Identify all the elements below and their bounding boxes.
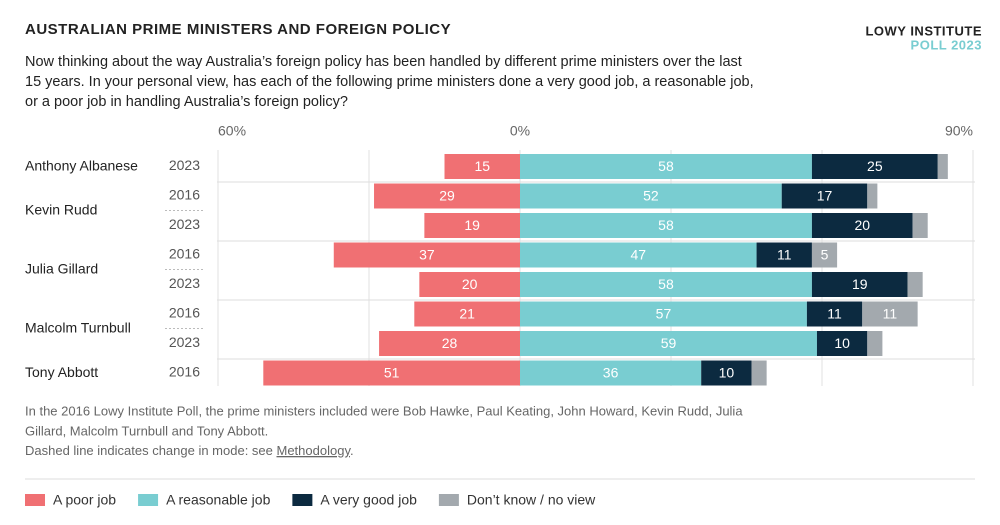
year-label: 2023 [169,334,200,350]
value-label: 10 [834,335,850,351]
bar-segment [867,331,883,356]
bar-segment [912,213,928,238]
group-label: Malcolm Turnbull [25,320,131,336]
bar-segment [374,183,520,209]
bar-segment [937,154,948,179]
value-label: 11 [777,247,792,263]
subtitle: Now thinking about the way Australia’s f… [25,54,742,70]
year-label: 2023 [169,216,200,232]
note: Dashed line indicates change in mode: se… [25,443,354,458]
value-label: 47 [630,247,646,263]
methodology-link[interactable]: Methodology [277,443,352,458]
legend-label: A poor job [53,492,116,508]
bar-segment [520,154,812,179]
value-label: 51 [384,365,400,381]
value-label: 58 [658,217,674,233]
value-label: 58 [658,276,674,292]
group-label: Julia Gillard [25,261,98,277]
value-label: 20 [854,217,870,233]
value-label: 21 [459,306,475,322]
bar-segment [811,213,913,238]
value-label: 25 [867,158,883,174]
bar-segment [520,331,817,356]
bar-segment [781,183,868,209]
legend-label: A very good job [320,492,417,508]
brand: LOWY INSTITUTE [865,23,982,38]
bar-segment [811,154,938,179]
subtitle: or a poor job in handling Australia’s fo… [25,94,348,110]
bar-segment [756,242,812,268]
group-label: Tony Abbott [25,364,98,380]
bar-segment [811,242,838,268]
bar-segment [333,242,520,268]
bar-segment [701,360,752,386]
value-label: 20 [462,276,478,292]
value-label: 29 [439,188,455,204]
value-label: 5 [821,247,829,263]
bar-segment [263,360,520,386]
bar-segment [862,301,918,327]
bar-segment [751,360,767,386]
note: Gillard, Malcolm Turnbull and Tony Abbot… [25,423,268,438]
bar-segment [816,331,868,356]
year-label: 2023 [169,157,200,173]
bar-segment [520,301,807,327]
bar-segment [811,272,908,297]
value-label: 28 [442,335,458,351]
plot-area: 2023 15 58 25 Anthony Albanese 2016 29 52 17 2023… [25,150,975,386]
value-label: 57 [656,306,672,322]
chart-title: AUSTRALIAN PRIME MINISTERS AND FOREIGN P… [25,21,451,38]
group-label: Anthony Albanese [25,157,138,173]
year-label: 2016 [169,305,200,321]
value-label: 19 [852,276,868,292]
value-label: 36 [603,365,619,381]
bar-segment [520,242,757,268]
bar-segment [419,272,520,297]
bar-segment [520,360,702,386]
subtitle: 15 years. In your personal view, has eac… [25,74,754,90]
value-label: 15 [474,158,490,174]
note: In the 2016 Lowy Institute Poll, the pri… [25,403,743,418]
legend-swatch [438,494,459,506]
year-label: 2016 [169,187,200,203]
value-label: 19 [464,217,480,233]
bar-segment [414,301,520,327]
value-label: 10 [719,365,735,381]
legend-swatch [25,494,45,506]
year-label: 2016 [169,364,200,380]
x-tick-label: 0% [510,123,530,139]
value-label: 11 [883,306,898,322]
bar-segment [520,213,812,238]
brand-edition: POLL 2023 [911,37,982,52]
value-label: 11 [827,306,842,322]
bar-segment [424,213,520,238]
bar-segment [520,183,782,209]
note-end: . [350,443,354,458]
value-label: 52 [643,188,659,204]
year-label: 2023 [169,275,200,291]
group-label: Kevin Rudd [25,202,97,218]
legend-label: A reasonable job [166,492,271,508]
bar-segment [907,272,923,297]
note-text: Dashed line indicates change in mode: se… [25,443,277,458]
bar-segment [379,331,520,356]
year-label: 2016 [169,246,200,262]
x-tick-label: 90% [945,123,973,139]
bar-segment [867,183,878,209]
value-label: 17 [817,188,833,204]
legend-label: Don’t know / no view [467,492,596,508]
value-label: 37 [419,247,435,263]
x-tick-label: 60% [218,123,246,139]
legend-swatch [292,494,313,506]
legend-swatch [138,494,159,506]
value-label: 58 [658,158,674,174]
bar-segment [806,301,863,327]
bar-segment [520,272,812,297]
value-label: 59 [661,335,677,351]
bar-segment [444,154,520,179]
